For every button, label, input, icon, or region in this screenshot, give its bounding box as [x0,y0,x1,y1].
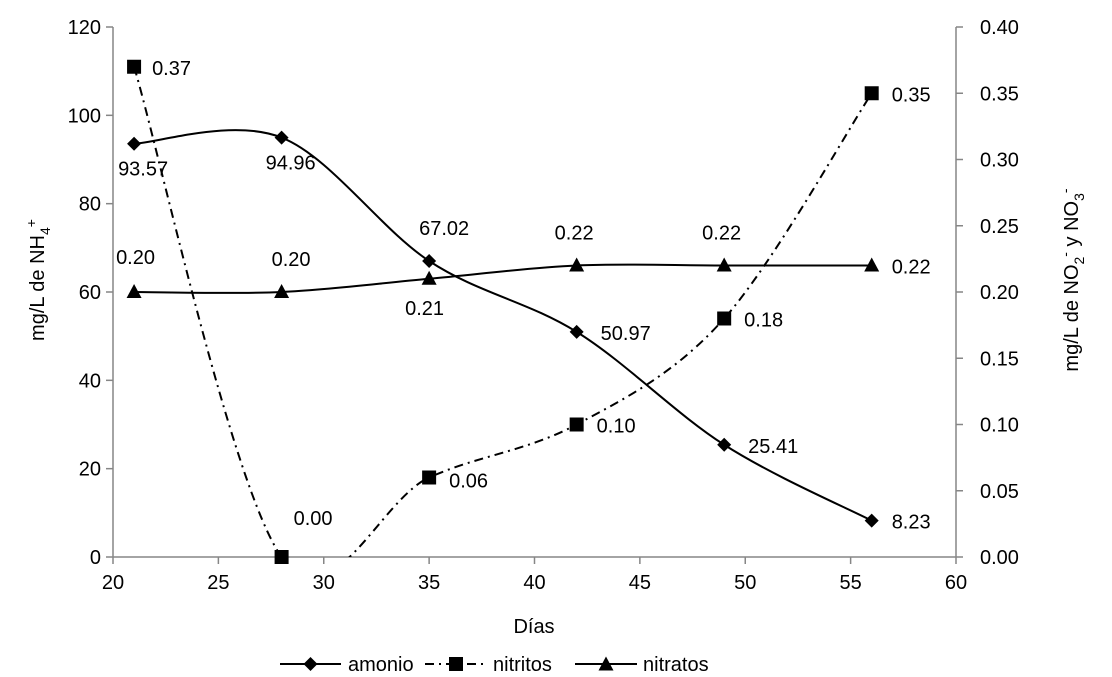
data-label-nitratos: 0.20 [116,247,155,269]
right-y-tick-label: 0.25 [980,216,1019,238]
left-y-tick-label: 100 [68,105,101,127]
marker-amonio [274,130,289,145]
data-label-nitratos: 0.22 [892,257,931,279]
series-markers [126,59,880,564]
data-label-amonio: 8.23 [892,512,931,534]
marker-nitritos [717,311,732,326]
x-tick-label: 45 [629,572,651,594]
right-y-tick-label: 0.15 [980,348,1019,370]
data-labels: 93.57 94.96 67.02 50.97 25.41 8.23 0.37 0.00 0.0… [116,58,931,534]
right-y-tick-label: 0.35 [980,83,1019,105]
marker-nitritos [864,86,879,101]
legend-item-nitratos: nitratos [575,654,709,676]
legend-label-nitratos: nitratos [643,654,709,676]
right-y-tick-label: 0.05 [980,481,1019,503]
x-tick-label: 40 [523,572,545,594]
data-label-nitratos: 0.22 [555,223,594,245]
x-tick-label: 25 [207,572,229,594]
left-y-tick-label: 40 [79,370,101,392]
x-tick-label: 35 [418,572,440,594]
x-tick-label: 20 [102,572,124,594]
left-y-tick-label: 120 [68,17,101,39]
left-y-tick-label: 20 [79,459,101,481]
marker-nitratos [716,257,732,272]
marker-amonio [717,437,732,452]
data-label-nitratos: 0.21 [405,298,444,320]
x-tick-label: 50 [734,572,756,594]
data-label-nitritos: 0.18 [744,310,783,332]
series-lines [133,66,873,557]
data-label-amonio: 50.97 [601,323,651,345]
series-line-amonio [134,129,873,522]
marker-amonio [569,324,584,339]
marker-nitritos [127,59,142,74]
marker-nitratos [126,284,142,298]
axes [106,26,963,564]
left-y-tick-label: 80 [79,194,101,216]
legend-item-amonio: amonio [280,654,414,676]
series-line-nitratos [134,263,872,294]
data-label-nitratos: 0.20 [272,249,311,271]
legend-marker-nitritos [449,657,463,671]
x-axis-title: Días [513,616,554,638]
data-label-nitratos: 0.22 [702,223,741,245]
legend-marker-nitratos [598,656,614,671]
right-y-tick-label: 0.10 [980,415,1019,437]
left-axis-title: mg/L de NH4+ [23,219,53,341]
marker-nitritos [569,417,584,432]
legend: amonio nitritos nitratos [280,654,709,676]
x-tick-label: 30 [313,572,335,594]
marker-nitritos [274,550,289,564]
marker-nitratos [864,257,880,272]
marker-amonio [864,513,879,528]
data-label-nitritos: 0.35 [892,84,931,106]
right-axis-title: mg/L de NO2- y NO3- [1057,188,1087,371]
x-tick-label: 60 [945,572,967,594]
right-y-tick-label: 0.40 [980,17,1019,39]
data-label-amonio: 93.57 [118,159,168,181]
legend-label-amonio: amonio [348,654,414,676]
legend-marker-amonio [303,657,318,671]
left-y-tick-label: 0 [90,547,101,569]
data-label-amonio: 94.96 [266,153,316,175]
marker-nitratos [274,284,290,298]
data-label-nitritos: 0.37 [152,58,191,80]
marker-nitratos [569,257,585,272]
data-label-amonio: 25.41 [748,436,798,458]
marker-amonio [127,136,142,151]
left-y-tick-label: 60 [79,282,101,304]
right-y-tick-label: 0.30 [980,150,1019,172]
right-y-tick-label: 0.20 [980,282,1019,304]
marker-amonio [422,253,437,268]
right-y-tick-label: 0.00 [980,547,1019,569]
x-tick-label: 55 [840,572,862,594]
data-label-nitritos: 0.10 [597,416,636,438]
marker-nitratos [421,270,437,285]
data-label-amonio: 67.02 [419,218,469,240]
marker-nitritos [422,470,437,485]
legend-label-nitritos: nitritos [493,654,552,676]
data-label-nitritos: 0.00 [294,508,333,530]
tick-labels: 20 25 30 35 40 45 50 55 600204060801001200.000.0… [68,17,1019,594]
data-label-nitritos: 0.06 [449,471,488,493]
legend-item-nitritos: nitritos [425,654,552,676]
